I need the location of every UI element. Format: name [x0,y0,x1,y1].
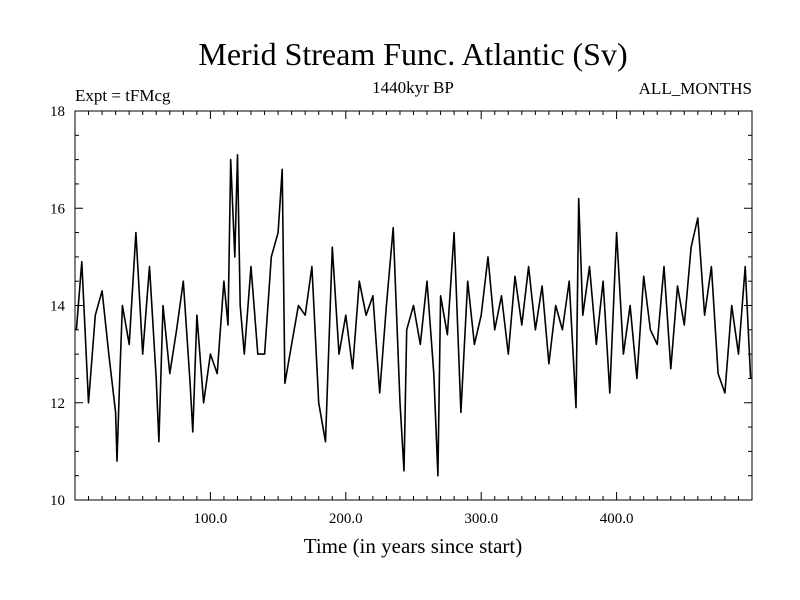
y-tick-label: 12 [50,396,65,412]
y-tick-label: 16 [50,201,66,217]
x-tick-label: 300.0 [464,511,498,527]
x-tick-label: 200.0 [329,511,363,527]
chart-title: Merid Stream Func. Atlantic (Sv) [198,36,627,72]
period-label: 1440kyr BP [372,78,454,97]
y-axis-ticks: 10 12 14 16 18 [50,104,752,509]
y-tick-label: 14 [50,299,66,315]
x-axis-label: Time (in years since start) [304,534,523,558]
experiment-label: Expt = tFMcg [75,86,171,105]
x-axis-ticks: 100.0 200.0 300.0 400.0 [88,111,739,527]
x-tick-label: 100.0 [194,511,228,527]
x-tick-label: 400.0 [600,511,634,527]
months-label: ALL_MONTHS [639,79,752,98]
y-tick-label: 10 [50,493,65,509]
data-series-line [75,154,752,477]
y-tick-label: 18 [50,104,65,120]
